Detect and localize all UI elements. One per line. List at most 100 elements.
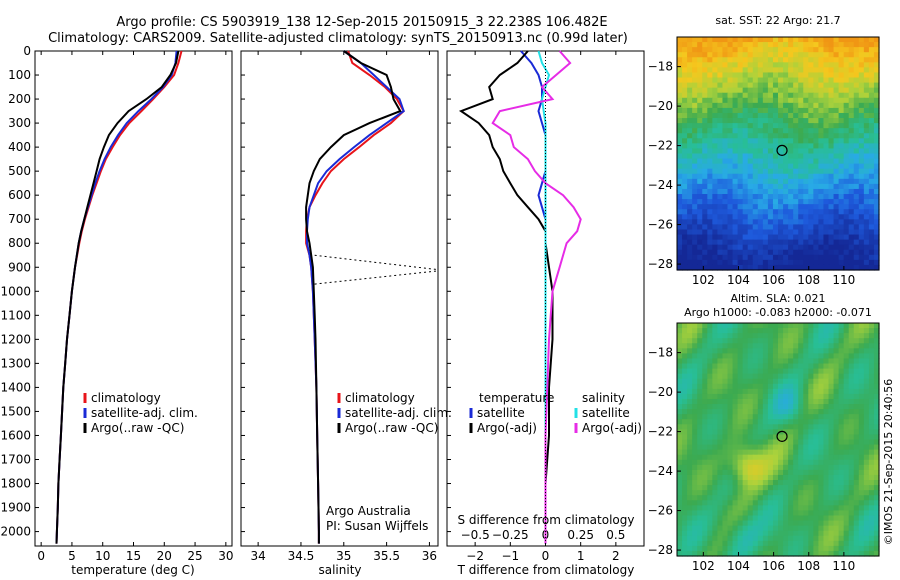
- map-cell: [823, 439, 830, 446]
- map-cell: [687, 97, 693, 104]
- map-cell: [818, 178, 825, 185]
- map-cell: [767, 97, 774, 104]
- map-cell: [737, 510, 744, 517]
- map-cell: [798, 153, 804, 160]
- map-cell: [727, 153, 734, 160]
- map-cell: [793, 239, 799, 246]
- map-cell: [742, 525, 749, 532]
- map-cell: [863, 158, 870, 165]
- map-cell: [858, 138, 865, 144]
- map-cell: [737, 219, 744, 226]
- map-cell: [868, 82, 875, 89]
- map-cell: [808, 77, 814, 84]
- map-cell: [747, 540, 754, 547]
- map-cell: [858, 444, 865, 451]
- map-cell: [788, 229, 794, 236]
- map-cell: [868, 259, 875, 266]
- map-cell: [818, 393, 825, 400]
- map-cell: [677, 254, 683, 261]
- map-cell: [783, 173, 789, 180]
- map-cell: [793, 459, 799, 466]
- map-cell: [697, 244, 703, 251]
- map-cell: [767, 348, 774, 354]
- map-cell: [803, 52, 809, 58]
- map-cell: [858, 234, 865, 241]
- map-cell: [742, 424, 749, 430]
- map-cell: [863, 259, 870, 266]
- map-cell: [793, 259, 799, 266]
- map-cell: [823, 102, 830, 109]
- map-cell: [838, 353, 845, 360]
- map-cell: [838, 383, 845, 390]
- map-cell: [742, 123, 749, 129]
- map-cell: [833, 485, 840, 491]
- map-cell: [868, 409, 875, 415]
- map-cell: [717, 363, 724, 370]
- map-cell: [848, 264, 855, 271]
- map-cell: [732, 348, 739, 354]
- map-cell: [762, 368, 769, 375]
- map-cell: [772, 373, 779, 380]
- map-cell: [818, 500, 825, 506]
- map-cell: [702, 383, 708, 390]
- map-cell: [833, 128, 840, 134]
- map-cell: [813, 464, 819, 471]
- map-cell: [793, 545, 799, 552]
- map-cell: [798, 343, 804, 349]
- map-cell: [813, 224, 819, 231]
- map-cell: [848, 234, 855, 241]
- map-cell: [798, 219, 804, 226]
- map-cell: [767, 183, 774, 190]
- map-cell: [848, 419, 855, 425]
- map-cell: [727, 333, 734, 339]
- map-cell: [778, 239, 784, 246]
- map-cell: [757, 343, 764, 349]
- map-cell: [707, 404, 713, 410]
- map-cell: [732, 393, 739, 400]
- map-cell: [702, 249, 708, 256]
- map-cell: [778, 525, 784, 532]
- map-cell: [727, 214, 734, 220]
- map-cell: [823, 353, 830, 360]
- map-cell: [818, 183, 825, 190]
- map-cell: [772, 459, 779, 466]
- map-cell: [803, 72, 809, 79]
- map-cell: [677, 97, 683, 104]
- series-line-argo: [55, 50, 180, 544]
- map-cell: [697, 107, 703, 114]
- map-cell: [697, 173, 703, 180]
- map-cell: [788, 449, 794, 456]
- map-cell: [757, 419, 764, 425]
- x-tick-label: 5: [68, 549, 76, 563]
- map-cell: [752, 107, 759, 114]
- map-cell: [722, 510, 729, 517]
- map-cell: [757, 333, 764, 339]
- map-cell: [778, 343, 784, 349]
- map-cell: [823, 505, 830, 512]
- map-cell: [843, 449, 850, 456]
- map-cell: [727, 143, 734, 150]
- map-cell: [848, 368, 855, 375]
- map-cell: [772, 338, 779, 344]
- map-cell: [788, 530, 794, 537]
- map-cell: [727, 505, 734, 512]
- map-cell: [702, 173, 708, 180]
- map-cell: [767, 520, 774, 527]
- map-cell: [707, 87, 713, 94]
- map-cell: [838, 254, 845, 261]
- map-cell: [737, 82, 744, 89]
- map-cell: [752, 434, 759, 441]
- map-cell: [707, 333, 713, 339]
- map-cell: [873, 209, 880, 215]
- map-cell: [732, 328, 739, 334]
- map-cell: [868, 92, 875, 99]
- map-cell: [747, 128, 754, 134]
- map-cell: [803, 449, 809, 456]
- map-cell: [853, 469, 860, 476]
- map-cell: [722, 368, 729, 375]
- map-cell: [677, 87, 683, 94]
- map-cell: [863, 474, 870, 481]
- map-cell: [873, 178, 880, 185]
- map-cell: [707, 480, 713, 486]
